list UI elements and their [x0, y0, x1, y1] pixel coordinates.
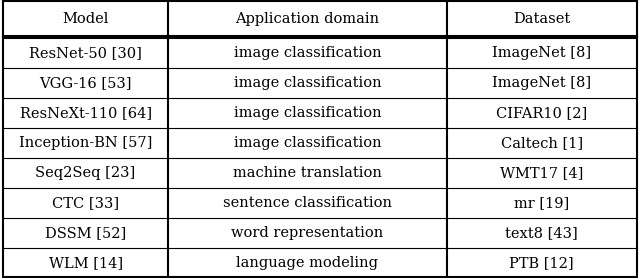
Text: ImageNet [8]: ImageNet [8]	[492, 46, 591, 60]
Text: Dataset: Dataset	[513, 12, 570, 26]
Text: DSSM [52]: DSSM [52]	[45, 226, 126, 240]
Text: CIFAR10 [2]: CIFAR10 [2]	[496, 106, 588, 120]
Text: ImageNet [8]: ImageNet [8]	[492, 76, 591, 90]
Text: PTB [12]: PTB [12]	[509, 256, 574, 270]
Text: Inception-BN [57]: Inception-BN [57]	[19, 136, 152, 150]
Text: ResNeXt-110 [64]: ResNeXt-110 [64]	[19, 106, 152, 120]
Text: ResNet-50 [30]: ResNet-50 [30]	[29, 46, 142, 60]
Text: Model: Model	[62, 12, 109, 26]
Text: VGG-16 [53]: VGG-16 [53]	[39, 76, 132, 90]
Text: text8 [43]: text8 [43]	[506, 226, 578, 240]
Text: image classification: image classification	[234, 136, 381, 150]
Text: WMT17 [4]: WMT17 [4]	[500, 166, 584, 180]
Text: sentence classification: sentence classification	[223, 196, 392, 210]
Text: image classification: image classification	[234, 76, 381, 90]
Text: Application domain: Application domain	[236, 12, 380, 26]
Text: Caltech [1]: Caltech [1]	[500, 136, 583, 150]
Text: machine translation: machine translation	[233, 166, 382, 180]
Text: Seq2Seq [23]: Seq2Seq [23]	[35, 166, 136, 180]
Text: image classification: image classification	[234, 106, 381, 120]
Text: language modeling: language modeling	[236, 256, 378, 270]
Text: image classification: image classification	[234, 46, 381, 60]
Text: word representation: word representation	[231, 226, 383, 240]
Text: mr [19]: mr [19]	[514, 196, 570, 210]
Text: WLM [14]: WLM [14]	[49, 256, 123, 270]
Text: CTC [33]: CTC [33]	[52, 196, 119, 210]
